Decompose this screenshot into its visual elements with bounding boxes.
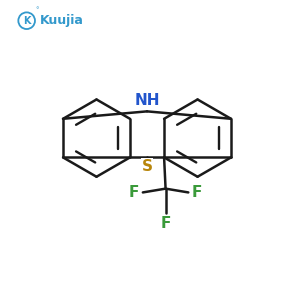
Text: Kuujia: Kuujia <box>40 14 84 27</box>
Text: F: F <box>160 216 171 231</box>
Text: K: K <box>23 16 30 26</box>
Text: F: F <box>129 185 139 200</box>
Text: °: ° <box>35 7 38 13</box>
Text: F: F <box>192 185 202 200</box>
Text: S: S <box>142 159 152 174</box>
Text: NH: NH <box>134 93 160 108</box>
